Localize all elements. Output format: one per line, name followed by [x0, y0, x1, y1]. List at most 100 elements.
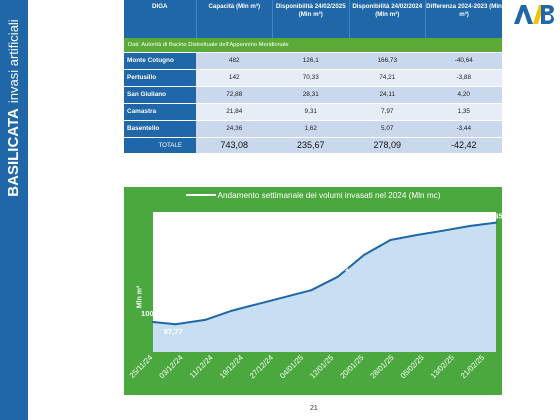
capacity-value: 482 — [196, 52, 273, 70]
data-label: 143,83 — [297, 277, 320, 286]
header-disponibilita-2025: Disponibilità 24/02/2025 (Mln m³) — [272, 0, 349, 38]
header-diga: DIGA — [124, 0, 196, 38]
data-point — [152, 321, 154, 323]
data-label: 230,95 — [456, 215, 480, 224]
side-banner: BASILICATA invasi artificiali — [0, 0, 28, 420]
x-tick-label: 27/12/24 — [248, 353, 275, 380]
x-tick-label: 19/12/24 — [218, 353, 245, 380]
availability-2024-value: 166,73 — [349, 52, 426, 70]
x-tick-label: 25/11/24 — [128, 353, 155, 380]
difference-value: -3,88 — [425, 69, 502, 87]
series-line — [152, 221, 497, 326]
x-tick-label: 13/02/25 — [429, 353, 456, 380]
availability-2024-value: 5,07 — [349, 120, 426, 138]
table-row: San Giuliano 72,88 28,31 24,11 4,20 — [124, 86, 502, 104]
table-row: Camastra 21,84 9,31 7,97 1,35 — [124, 103, 502, 121]
dam-name: San Giuliano — [124, 86, 196, 104]
data-label: 191,76 — [350, 242, 373, 251]
x-tick-label: 11/12/24 — [188, 353, 215, 380]
data-point — [389, 239, 392, 241]
availability-2025-value: 70,33 — [272, 69, 349, 87]
total-capacity: 743,08 — [196, 137, 273, 153]
table-row: Basentello 24,36 1,62 5,07 -3,44 — [124, 120, 502, 138]
data-label: 224,66 — [431, 219, 454, 228]
data-label: 162,01 — [326, 264, 350, 273]
header-capacita: Capacità (Mln m³) — [195, 0, 273, 38]
table-source-text: Dati: Autorità di Bacino Distrettuale de… — [124, 38, 502, 53]
dam-name: Basentello — [124, 120, 196, 138]
availability-2025-value: 9,31 — [272, 103, 349, 121]
x-tick-label: 28/01/25 — [368, 353, 395, 380]
data-point — [174, 323, 177, 326]
table-row: Monte Cotugno 482 126,1 166,73 -40,64 — [124, 52, 502, 70]
capacity-value: 21,84 — [196, 103, 273, 121]
chart-title: Andamento settimanale dei volumi invasat… — [124, 191, 502, 200]
chart-y-axis-label: Mln m³ — [136, 285, 144, 309]
chart-source-line: Dati: Autorità di Bacino Distrettuale de… — [160, 225, 293, 230]
table-source-row: Dati: Autorità di Bacino Distrettuale de… — [124, 38, 502, 53]
data-point — [468, 225, 471, 227]
data-label: 97,77 — [164, 327, 183, 336]
data-label: 212,01 — [379, 227, 403, 236]
x-tick-label: 05/02/25 — [399, 353, 426, 380]
table-header-row: DIGA Capacità (Mln m³) Disponibilità 24/… — [124, 0, 502, 38]
table-total-row: TOTALE 743,08 235,67 278,09 -42,42 — [124, 137, 502, 153]
data-point — [336, 275, 339, 278]
availability-2024-value: 74,21 — [349, 69, 426, 87]
total-availability-2024: 278,09 — [349, 137, 426, 153]
availability-2024-value: 24,11 — [349, 86, 426, 104]
data-point — [204, 318, 207, 321]
availability-2025-value: 1,62 — [272, 120, 349, 138]
capacity-value: 142 — [196, 69, 273, 87]
data-point — [310, 289, 313, 292]
data-point — [231, 309, 234, 312]
data-label: 103,79 — [194, 308, 217, 317]
side-banner-title: BASILICATA invasi artificiali — [5, 19, 23, 196]
table-row: Pertusillo 142 70,33 74,21 -3,88 — [124, 69, 502, 87]
x-tick-label: 04/01/25 — [278, 353, 305, 380]
availability-2025-value: 28,31 — [272, 86, 349, 104]
volume-chart: 100,75 97,77 103,79 116,12 143,83 162,01 191,7… — [124, 187, 502, 395]
header-disponibilita-2024: Disponibilità 24/02/2024 (Mln m³) — [348, 0, 426, 38]
x-tick-label: 20/01/25 — [338, 353, 365, 380]
total-difference: -42,42 — [425, 137, 502, 153]
difference-value: -40,64 — [425, 52, 502, 70]
side-banner-background — [0, 0, 28, 420]
capacity-value: 24,36 — [196, 120, 273, 138]
data-point — [415, 234, 418, 236]
reservoir-table: DIGA Capacità (Mln m³) Disponibilità 24/… — [124, 0, 502, 153]
availability-2025-value: 126,1 — [272, 52, 349, 70]
total-label: TOTALE — [124, 137, 196, 153]
dam-name: Monte Cotugno — [124, 52, 196, 70]
logo-letter-a — [514, 5, 533, 24]
logo-letter-b — [541, 5, 554, 24]
header-differenza: Differenza 2024-2023 (Mln m³) — [425, 0, 502, 38]
dam-name: Pertusillo — [124, 69, 196, 87]
legend-line-icon — [185, 193, 216, 196]
data-label: 235,67 — [490, 212, 502, 221]
chart-source: Dati: Autorità di Bacino Distrettuale de… — [160, 224, 293, 238]
data-point — [442, 229, 445, 232]
difference-value: 1,35 — [425, 103, 502, 121]
data-point — [495, 221, 497, 224]
data-label: 100,75 — [141, 309, 165, 318]
dam-name: Camastra — [124, 103, 196, 121]
availability-2024-value: 7,97 — [349, 103, 426, 121]
region-subtitle: invasi artificiali — [6, 19, 21, 104]
data-label: 218,84 — [405, 222, 429, 231]
difference-value: 4,20 — [425, 86, 502, 104]
anbi-logo — [514, 5, 554, 24]
data-label: 116,12 — [220, 299, 243, 308]
total-availability-2025: 235,67 — [272, 137, 349, 153]
chart-title-text: Andamento settimanale dei volumi invasat… — [217, 191, 441, 200]
x-tick-label: 12/01/25 — [308, 353, 335, 380]
x-tick-label: 03/12/24 — [157, 353, 184, 380]
capacity-value: 72,88 — [196, 86, 273, 104]
series-area — [153, 222, 496, 352]
x-tick-label: 21/02/25 — [459, 353, 486, 380]
data-point — [363, 253, 366, 256]
chart-source-line: Elaborazione: ANBI — [160, 232, 202, 237]
difference-value: -3,44 — [425, 120, 502, 138]
page-number: 21 — [310, 405, 318, 412]
